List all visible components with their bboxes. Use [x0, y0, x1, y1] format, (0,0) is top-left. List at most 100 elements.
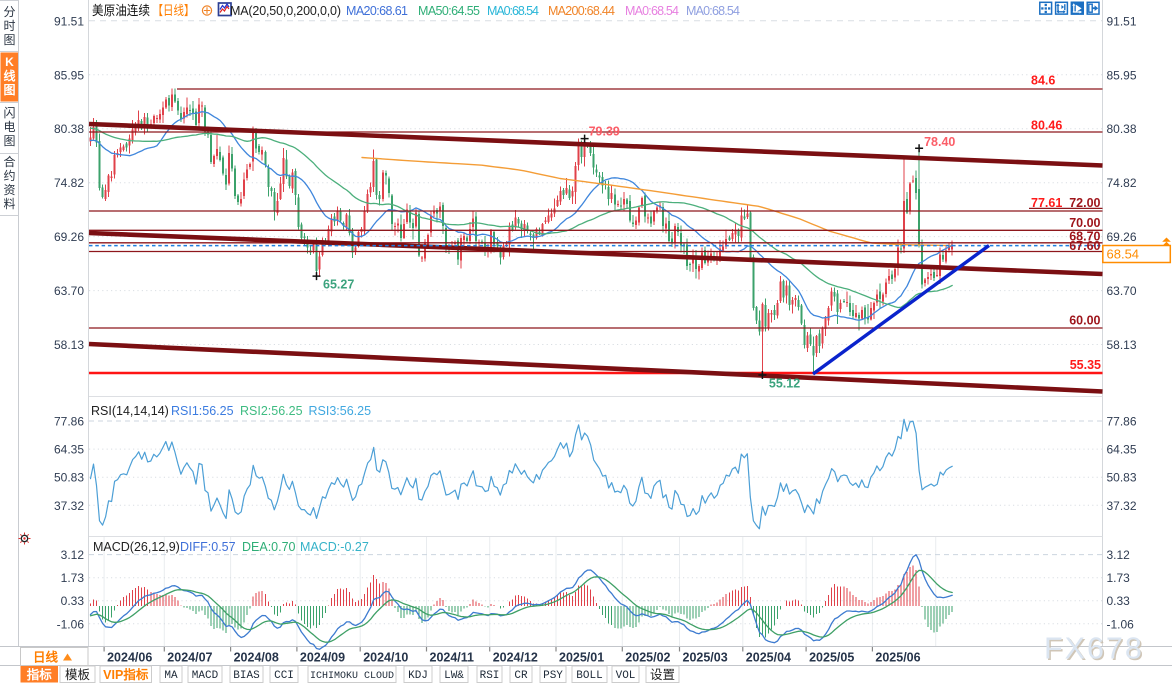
svg-text:63.70: 63.70: [1107, 284, 1137, 298]
svg-text:MACD:-0.27: MACD:-0.27: [300, 540, 369, 554]
svg-text:-1.06: -1.06: [57, 617, 85, 631]
svg-text:69.26: 69.26: [1107, 230, 1137, 244]
svg-text:LW&: LW&: [444, 670, 464, 682]
svg-text:2025/02: 2025/02: [625, 651, 670, 665]
svg-text:时: 时: [3, 19, 15, 33]
svg-text:MA(20,50,0,200,0,0): MA(20,50,0,200,0,0): [230, 4, 341, 18]
svg-text:77.86: 77.86: [54, 415, 84, 429]
svg-text:55.12: 55.12: [769, 377, 800, 391]
svg-text:MA0:68.54: MA0:68.54: [625, 4, 679, 18]
svg-text:80.38: 80.38: [54, 122, 84, 136]
svg-text:91.51: 91.51: [54, 14, 84, 28]
svg-text:ICHIMOKU CLOUD: ICHIMOKU CLOUD: [310, 671, 394, 682]
svg-text:RSI: RSI: [480, 670, 500, 682]
svg-text:2024/07: 2024/07: [167, 651, 212, 665]
svg-text:VIP指标: VIP指标: [103, 667, 149, 682]
svg-text:2024/06: 2024/06: [107, 651, 152, 665]
svg-text:77.61: 77.61: [1031, 196, 1062, 210]
svg-text:37.32: 37.32: [1107, 499, 1137, 513]
svg-text:2024/12: 2024/12: [493, 651, 538, 665]
svg-text:2024/11: 2024/11: [430, 651, 475, 665]
svg-text:图: 图: [3, 134, 15, 148]
svg-text:2025/05: 2025/05: [809, 651, 854, 665]
svg-text:50.83: 50.83: [54, 471, 84, 485]
svg-text:68.54: 68.54: [1107, 247, 1140, 262]
svg-text:MA0:68.54: MA0:68.54: [487, 4, 539, 18]
svg-text:资: 资: [3, 183, 15, 197]
svg-text:MACD(26,12,9): MACD(26,12,9): [93, 540, 180, 554]
svg-text:64.35: 64.35: [1107, 443, 1137, 457]
svg-text:64.35: 64.35: [54, 443, 84, 457]
svg-text:2025/03: 2025/03: [683, 651, 728, 665]
svg-text:1.73: 1.73: [1107, 571, 1131, 585]
svg-text:模板: 模板: [65, 668, 91, 682]
svg-text:约: 约: [3, 168, 15, 183]
svg-text:RSI(14,14,14): RSI(14,14,14): [91, 404, 169, 418]
svg-text:80.46: 80.46: [1031, 119, 1062, 133]
svg-text:RSI2:56.25: RSI2:56.25: [240, 404, 303, 418]
svg-text:77.86: 77.86: [1107, 415, 1137, 429]
svg-text:CR: CR: [514, 670, 528, 682]
svg-text:74.82: 74.82: [1107, 176, 1137, 190]
svg-text:2024/09: 2024/09: [300, 651, 345, 665]
svg-text:2024/08: 2024/08: [234, 651, 279, 665]
svg-text:79.39: 79.39: [589, 125, 620, 139]
svg-text:2024/10: 2024/10: [363, 651, 408, 665]
svg-text:-1.06: -1.06: [1107, 617, 1135, 631]
svg-text:50.83: 50.83: [1107, 471, 1137, 485]
svg-text:70.00: 70.00: [1069, 216, 1100, 230]
svg-text:CCI: CCI: [274, 670, 294, 682]
svg-text:BOLL: BOLL: [576, 670, 602, 682]
svg-text:74.82: 74.82: [54, 176, 84, 190]
svg-text:图: 图: [3, 83, 15, 97]
svg-text:美原油连续: 美原油连续: [92, 3, 150, 18]
svg-text:84.6: 84.6: [1031, 74, 1055, 88]
svg-text:MA50:64.55: MA50:64.55: [418, 4, 480, 18]
svg-text:2025/04: 2025/04: [746, 651, 791, 665]
svg-text:58.13: 58.13: [1107, 338, 1137, 352]
svg-text:1.73: 1.73: [61, 571, 85, 585]
svg-text:2025/01: 2025/01: [559, 651, 604, 665]
svg-text:指标: 指标: [27, 667, 53, 682]
svg-text:闪: 闪: [3, 106, 15, 120]
svg-text:60.00: 60.00: [1069, 314, 1100, 328]
svg-text:80.38: 80.38: [1107, 122, 1137, 136]
svg-text:KDJ: KDJ: [408, 670, 428, 682]
svg-text:设置: 设置: [650, 667, 675, 682]
svg-text:91.51: 91.51: [1107, 14, 1137, 28]
svg-text:RSI1:56.25: RSI1:56.25: [171, 404, 234, 418]
svg-text:2025/06: 2025/06: [875, 651, 920, 665]
svg-text:MA200:68.44: MA200:68.44: [548, 4, 615, 18]
svg-text:FX678: FX678: [1046, 633, 1146, 667]
svg-text:MACD: MACD: [192, 670, 219, 682]
svg-text:日线: 日线: [33, 650, 59, 665]
svg-text:0.33: 0.33: [1107, 594, 1131, 608]
svg-text:线: 线: [3, 68, 15, 83]
svg-text:MA: MA: [164, 670, 178, 682]
svg-text:37.32: 37.32: [54, 499, 84, 513]
svg-text:PSY: PSY: [543, 670, 563, 682]
svg-text:68.70: 68.70: [1069, 230, 1100, 244]
svg-text:65.27: 65.27: [323, 278, 354, 292]
svg-text:BIAS: BIAS: [233, 670, 260, 682]
svg-text:VOL: VOL: [616, 670, 636, 682]
svg-text:DIFF:0.57: DIFF:0.57: [180, 540, 236, 554]
svg-text:63.70: 63.70: [54, 284, 84, 298]
svg-text:3.12: 3.12: [1107, 548, 1131, 562]
svg-text:DEA:0.70: DEA:0.70: [242, 540, 296, 554]
svg-text:67.60: 67.60: [1069, 239, 1100, 253]
svg-text:RSI3:56.25: RSI3:56.25: [309, 404, 372, 418]
svg-text:78.40: 78.40: [924, 135, 955, 149]
svg-text:0.33: 0.33: [61, 594, 85, 608]
svg-text:分: 分: [3, 5, 15, 19]
svg-text:K: K: [5, 55, 14, 69]
svg-text:55.35: 55.35: [1070, 358, 1101, 372]
svg-text:69.26: 69.26: [54, 230, 84, 244]
svg-text:MA20:68.61: MA20:68.61: [346, 4, 408, 18]
svg-text:电: 电: [3, 120, 15, 134]
svg-text:【日线】: 【日线】: [153, 3, 195, 18]
svg-text:MA0:68.54: MA0:68.54: [686, 4, 740, 18]
svg-text:图: 图: [3, 33, 15, 47]
svg-text:3.12: 3.12: [61, 548, 85, 562]
svg-text:85.95: 85.95: [54, 68, 84, 82]
